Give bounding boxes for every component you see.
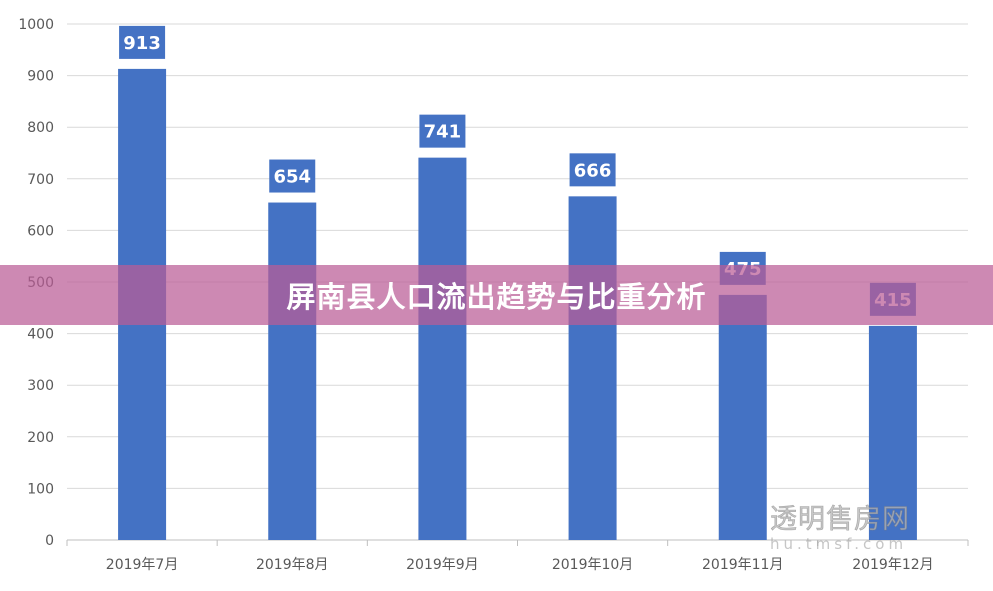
watermark-title: 透明售房网 [770, 504, 910, 536]
bar [418, 157, 467, 541]
y-tick-label: 300 [27, 378, 54, 394]
data-label-box [269, 159, 316, 193]
y-tick-label: 900 [27, 69, 54, 85]
y-tick-label: 0 [45, 533, 54, 549]
y-tick-label: 200 [27, 430, 54, 446]
x-tick-label: 2019年12月 [852, 557, 933, 573]
x-tick-label: 2019年8月 [256, 557, 329, 573]
bar [568, 196, 617, 540]
chart-title: 屏南县人口流出趋势与比重分析 [286, 280, 707, 314]
bar [718, 294, 767, 540]
x-tick-label: 2019年7月 [106, 557, 179, 573]
y-tick-label: 700 [27, 172, 54, 188]
x-tick-label: 2019年11月 [702, 557, 783, 573]
y-tick-label: 800 [27, 120, 54, 136]
y-tick-label: 1000 [18, 17, 54, 33]
y-tick-label: 400 [27, 327, 54, 343]
data-label-box [419, 114, 466, 148]
data-label-box [119, 25, 166, 59]
bar [868, 325, 917, 540]
data-label: 654 [273, 167, 311, 188]
data-label: 913 [123, 33, 161, 54]
site-watermark: 透明售房网 hu.tmsf.com [770, 503, 940, 563]
bar [268, 202, 317, 540]
data-label: 741 [424, 122, 462, 143]
title-banner: 屏南县人口流出趋势与比重分析 [0, 265, 993, 325]
x-tick-label: 2019年10月 [552, 557, 633, 573]
data-label: 666 [574, 160, 612, 181]
watermark-url: hu.tmsf.com [770, 535, 908, 553]
x-tick-label: 2019年9月 [406, 557, 479, 573]
data-label-box [569, 153, 616, 187]
y-tick-label: 100 [27, 481, 54, 497]
y-tick-label: 600 [27, 223, 54, 239]
